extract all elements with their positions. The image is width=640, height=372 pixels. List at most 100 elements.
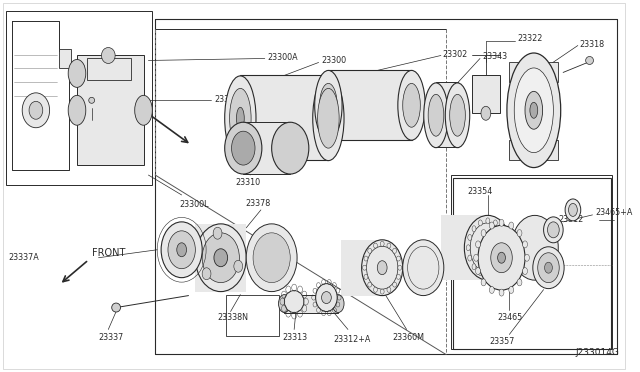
Bar — [284, 295, 338, 312]
Ellipse shape — [89, 97, 95, 103]
Bar — [60, 48, 71, 68]
Ellipse shape — [465, 215, 511, 280]
Ellipse shape — [493, 270, 497, 276]
Ellipse shape — [214, 249, 228, 267]
Ellipse shape — [490, 222, 494, 229]
Ellipse shape — [478, 220, 483, 226]
Ellipse shape — [533, 247, 564, 289]
Ellipse shape — [29, 101, 43, 119]
Text: 23338N: 23338N — [218, 313, 249, 322]
Ellipse shape — [445, 83, 470, 148]
Bar — [243, 122, 290, 174]
Text: 23312: 23312 — [559, 215, 584, 224]
Ellipse shape — [363, 265, 367, 270]
Bar — [195, 224, 246, 292]
Bar — [452, 178, 611, 349]
Ellipse shape — [380, 289, 384, 294]
Ellipse shape — [374, 243, 378, 248]
Ellipse shape — [225, 122, 262, 174]
Ellipse shape — [319, 83, 337, 127]
Bar — [77, 55, 143, 165]
Ellipse shape — [525, 254, 529, 261]
Ellipse shape — [500, 264, 504, 270]
Text: 23337A: 23337A — [8, 253, 39, 262]
Text: 23337: 23337 — [99, 333, 124, 342]
Text: 23378: 23378 — [245, 199, 271, 208]
Ellipse shape — [509, 222, 514, 229]
Ellipse shape — [213, 227, 222, 239]
Bar — [226, 295, 280, 336]
Ellipse shape — [397, 256, 401, 261]
Ellipse shape — [168, 231, 195, 269]
Ellipse shape — [313, 76, 344, 161]
Text: 23300: 23300 — [321, 56, 347, 65]
Bar — [6, 11, 152, 185]
Ellipse shape — [68, 95, 86, 125]
Ellipse shape — [481, 230, 486, 237]
Text: 23312+A: 23312+A — [333, 335, 371, 344]
Ellipse shape — [393, 282, 397, 287]
Ellipse shape — [523, 241, 527, 248]
Ellipse shape — [493, 220, 497, 226]
Ellipse shape — [568, 203, 577, 217]
Text: 23310: 23310 — [236, 177, 260, 186]
Text: 23357: 23357 — [490, 337, 515, 346]
Bar — [472, 76, 500, 113]
Bar — [509, 62, 558, 82]
Text: 23343: 23343 — [482, 52, 507, 61]
Ellipse shape — [543, 217, 563, 243]
Ellipse shape — [253, 233, 290, 283]
Ellipse shape — [246, 224, 297, 292]
Ellipse shape — [102, 48, 115, 64]
Ellipse shape — [364, 275, 368, 279]
Text: 23322: 23322 — [517, 34, 543, 43]
Ellipse shape — [332, 295, 344, 312]
Ellipse shape — [467, 245, 470, 251]
Ellipse shape — [530, 102, 538, 118]
Text: 23300: 23300 — [214, 95, 239, 104]
Ellipse shape — [486, 272, 490, 278]
Ellipse shape — [202, 233, 239, 283]
Bar — [436, 82, 458, 147]
Ellipse shape — [284, 291, 304, 312]
Ellipse shape — [398, 70, 425, 140]
Ellipse shape — [321, 292, 332, 304]
Ellipse shape — [504, 255, 508, 261]
Ellipse shape — [538, 253, 559, 283]
Ellipse shape — [368, 282, 372, 287]
Ellipse shape — [500, 226, 504, 232]
Ellipse shape — [490, 286, 494, 294]
Bar — [241, 76, 328, 160]
Ellipse shape — [232, 131, 255, 165]
Text: 23318: 23318 — [580, 40, 605, 49]
Bar — [441, 215, 488, 280]
Ellipse shape — [517, 279, 522, 286]
Ellipse shape — [398, 265, 402, 270]
Text: 23465: 23465 — [498, 313, 523, 322]
Text: 23354: 23354 — [467, 187, 493, 196]
Ellipse shape — [278, 295, 290, 312]
Bar — [509, 140, 558, 160]
Text: 23360M: 23360M — [392, 333, 424, 342]
Ellipse shape — [316, 283, 337, 311]
Ellipse shape — [472, 226, 476, 232]
Ellipse shape — [486, 218, 490, 224]
Ellipse shape — [450, 94, 465, 136]
Text: 23313: 23313 — [282, 333, 308, 342]
Ellipse shape — [22, 93, 50, 128]
Ellipse shape — [525, 92, 543, 129]
Text: J233014G: J233014G — [575, 348, 619, 357]
Ellipse shape — [476, 241, 481, 248]
Ellipse shape — [491, 243, 512, 273]
Ellipse shape — [478, 270, 483, 276]
Ellipse shape — [472, 264, 476, 270]
Ellipse shape — [202, 268, 211, 280]
Ellipse shape — [545, 262, 552, 273]
Ellipse shape — [478, 225, 525, 290]
Ellipse shape — [393, 248, 397, 253]
Ellipse shape — [428, 94, 444, 136]
Ellipse shape — [380, 241, 384, 246]
Text: 23302: 23302 — [443, 50, 468, 59]
Ellipse shape — [161, 222, 202, 278]
Ellipse shape — [234, 260, 243, 272]
